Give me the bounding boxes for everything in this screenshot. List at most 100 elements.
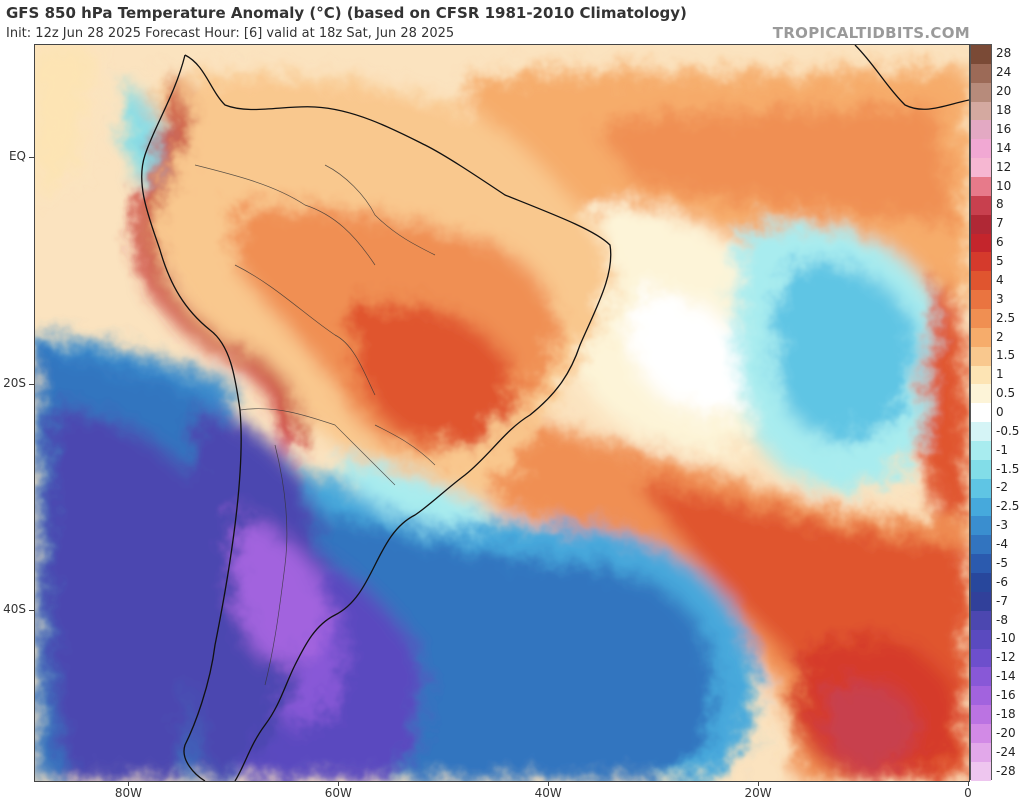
colorbar-segment — [971, 629, 991, 649]
colorbar-segment — [971, 422, 991, 442]
colorbar-segment — [971, 327, 991, 347]
colorbar-label: 18 — [996, 103, 1012, 118]
latitude-label: EQ — [8, 149, 26, 164]
colorbar-label: 28 — [996, 46, 1012, 61]
longitude-label: 0 — [964, 786, 972, 800]
colorbar-segment — [971, 705, 991, 724]
colorbar-label: -6 — [996, 574, 1008, 589]
longitude-tick — [128, 781, 130, 786]
colorbar-label: -24 — [996, 744, 1016, 759]
colorbar-segment — [971, 535, 991, 555]
brand-watermark: TROPICALTIDBITS.COM — [772, 24, 970, 42]
colorbar-segment — [971, 761, 991, 781]
colorbar-segment — [971, 120, 991, 140]
colorbar-label: 12 — [996, 159, 1012, 174]
longitude-label: 80W — [114, 786, 143, 800]
longitude-tick — [548, 781, 550, 786]
colorbar-label: 2 — [996, 329, 1004, 344]
colorbar-label: -1.5 — [996, 461, 1020, 476]
map-subtitle: Init: 12z Jun 28 2025 Forecast Hour: [6]… — [6, 26, 455, 41]
country-borders — [194, 164, 436, 686]
anomaly-field — [35, 45, 969, 781]
colorbar-segment — [971, 667, 991, 687]
colorbar-segment — [971, 233, 991, 253]
colorbar-label: -14 — [996, 669, 1016, 684]
colorbar-segment — [971, 271, 991, 291]
colorbar-label: 3 — [996, 291, 1004, 306]
colorbar-label: -2 — [996, 480, 1008, 495]
colorbar-segment — [971, 723, 991, 743]
colorbar-label: 1.5 — [996, 348, 1016, 363]
colorbar-label: 8 — [996, 197, 1004, 212]
colorbar-segment — [971, 686, 991, 706]
colorbar-segment — [971, 45, 991, 64]
longitude-label: 40W — [534, 786, 562, 800]
colorbar-segment — [971, 365, 991, 385]
colorbar-label: 24 — [996, 65, 1012, 80]
colorbar-label: -0.5 — [996, 423, 1020, 438]
colorbar-segment — [971, 403, 991, 423]
colorbar-segment — [971, 214, 991, 234]
colorbar-segment — [971, 82, 991, 102]
colorbar-label: 16 — [996, 121, 1012, 136]
colorbar-segment — [971, 252, 991, 272]
longitude-label: 60W — [324, 786, 352, 800]
colorbar-segment — [971, 742, 991, 762]
colorbar-label: -8 — [996, 612, 1008, 627]
colorbar-segment — [971, 195, 991, 215]
colorbar-segment — [971, 554, 991, 574]
colorbar-label: 10 — [996, 178, 1012, 193]
colorbar — [970, 44, 992, 781]
colorbar-label: 4 — [996, 272, 1004, 287]
colorbar-label: 14 — [996, 140, 1012, 155]
colorbar-label: 5 — [996, 254, 1004, 269]
colorbar-label: -12 — [996, 650, 1016, 665]
colorbar-labels: 28 24 20 18 16 14 12 10 8 7 6 5 4 3 2.5 2 1.5 1 0.5 0 -0.5 -1… — [994, 44, 1024, 780]
colorbar-label: -1 — [996, 442, 1008, 457]
colorbar-label: -3 — [996, 518, 1008, 533]
longitude-label: 20W — [744, 786, 772, 800]
colorbar-segment — [971, 139, 991, 159]
colorbar-label: 2.5 — [996, 310, 1016, 325]
colorbar-label: -7 — [996, 593, 1008, 608]
colorbar-label: -2.5 — [996, 499, 1020, 514]
colorbar-segment — [971, 441, 991, 460]
colorbar-label: -4 — [996, 537, 1008, 552]
colorbar-segment — [971, 346, 991, 366]
longitude-tick — [338, 781, 340, 786]
colorbar-segment — [971, 459, 991, 479]
colorbar-segment — [971, 309, 991, 328]
anomaly-map — [34, 44, 970, 782]
colorbar-label: -16 — [996, 688, 1016, 703]
longitude-tick — [968, 781, 969, 786]
colorbar-label: -18 — [996, 706, 1016, 721]
colorbar-segment — [971, 290, 991, 310]
longitude-tick — [758, 781, 760, 786]
colorbar-label: -5 — [996, 555, 1008, 570]
latitude-tick — [29, 383, 34, 385]
colorbar-label: 6 — [996, 235, 1004, 250]
colorbar-label: -28 — [996, 763, 1016, 778]
latitude-label: 20S — [3, 375, 26, 390]
colorbar-segment — [971, 478, 991, 498]
colorbar-segment — [971, 177, 991, 196]
latitude-label: 40S — [3, 602, 26, 617]
colorbar-label: 1 — [996, 367, 1004, 382]
colorbar-segment — [971, 384, 991, 404]
colorbar-segment — [971, 516, 991, 536]
colorbar-label: 7 — [996, 216, 1004, 231]
latitude-tick — [29, 157, 34, 159]
colorbar-segment — [971, 63, 991, 83]
colorbar-segment — [971, 101, 991, 121]
colorbar-segment — [971, 591, 991, 611]
colorbar-segment — [971, 648, 991, 668]
colorbar-segment — [971, 497, 991, 517]
colorbar-segment — [971, 158, 991, 178]
latitude-tick — [29, 610, 34, 612]
colorbar-segment — [971, 573, 991, 592]
colorbar-label: -10 — [996, 631, 1016, 646]
colorbar-label: 20 — [996, 84, 1012, 99]
map-title: GFS 850 hPa Temperature Anomaly (°C) (ba… — [6, 4, 687, 22]
colorbar-label: -20 — [996, 725, 1016, 740]
colorbar-label: 0.5 — [996, 386, 1016, 401]
